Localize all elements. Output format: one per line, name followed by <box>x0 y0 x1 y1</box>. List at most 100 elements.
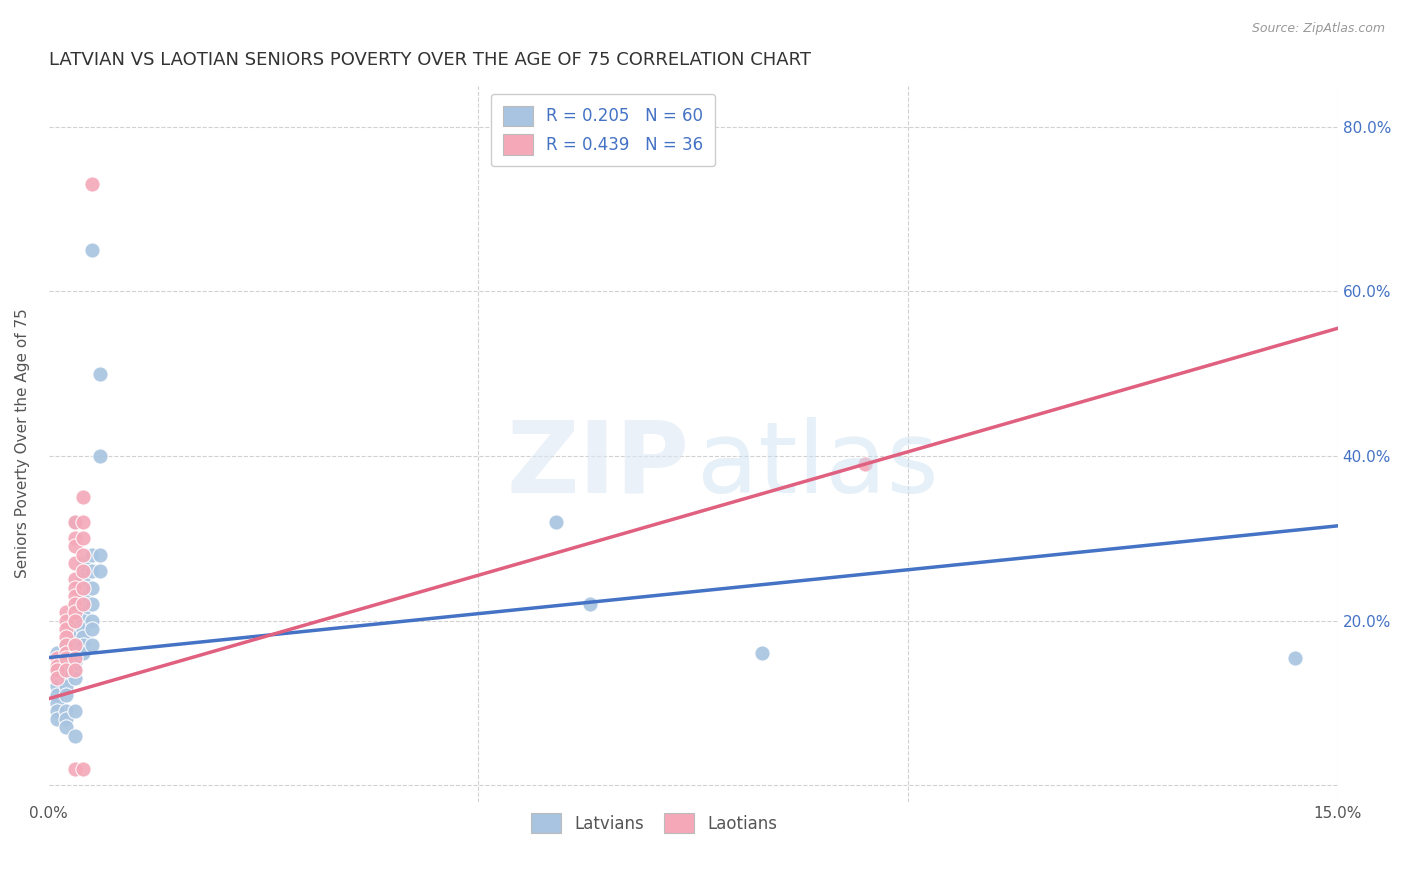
Point <box>63 762 86 776</box>
Point <box>72 630 94 644</box>
Point <box>46 658 69 673</box>
Point <box>46 704 69 718</box>
Text: LATVIAN VS LAOTIAN SENIORS POVERTY OVER THE AGE OF 75 CORRELATION CHART: LATVIAN VS LAOTIAN SENIORS POVERTY OVER … <box>49 51 811 69</box>
Point <box>72 647 94 661</box>
Point <box>72 556 94 570</box>
Point <box>63 581 86 595</box>
Point <box>80 597 103 611</box>
Point <box>579 597 602 611</box>
Point <box>55 638 77 652</box>
Point <box>72 605 94 619</box>
Point <box>55 721 77 735</box>
Point <box>55 671 77 685</box>
Point <box>55 663 77 677</box>
Point <box>46 647 69 661</box>
Point <box>72 531 94 545</box>
Point <box>72 589 94 603</box>
Point <box>72 572 94 586</box>
Point <box>55 614 77 628</box>
Point <box>63 663 86 677</box>
Point <box>72 564 94 578</box>
Point <box>80 548 103 562</box>
Point <box>80 564 103 578</box>
Point <box>63 531 86 545</box>
Point <box>55 638 77 652</box>
Point <box>55 647 77 661</box>
Point <box>55 663 77 677</box>
Legend: Latvians, Laotians: Latvians, Laotians <box>522 803 787 843</box>
Point <box>46 663 69 677</box>
Point <box>89 367 111 381</box>
Point <box>55 605 77 619</box>
Point <box>63 655 86 669</box>
Point <box>63 614 86 628</box>
Point <box>55 655 77 669</box>
Point <box>63 622 86 636</box>
Point <box>46 663 69 677</box>
Point <box>46 688 69 702</box>
Point <box>55 679 77 693</box>
Point <box>72 515 94 529</box>
Y-axis label: Seniors Poverty Over the Age of 75: Seniors Poverty Over the Age of 75 <box>15 309 30 578</box>
Point <box>80 614 103 628</box>
Point <box>80 638 103 652</box>
Point <box>80 178 103 192</box>
Point <box>80 243 103 257</box>
Point <box>1284 650 1306 665</box>
Point <box>63 663 86 677</box>
Point <box>55 650 77 665</box>
Point <box>46 671 69 685</box>
Point <box>63 671 86 685</box>
Point <box>72 581 94 595</box>
Point <box>46 712 69 726</box>
Point <box>55 712 77 726</box>
Point <box>63 614 86 628</box>
Point <box>55 622 77 636</box>
Point <box>63 605 86 619</box>
Point <box>63 597 86 611</box>
Point <box>63 729 86 743</box>
Point <box>63 650 86 665</box>
Point <box>80 622 103 636</box>
Point <box>46 696 69 710</box>
Point <box>55 704 77 718</box>
Point <box>72 638 94 652</box>
Point <box>63 704 86 718</box>
Point <box>89 548 111 562</box>
Point <box>63 540 86 554</box>
Point <box>63 650 86 665</box>
Point <box>63 515 86 529</box>
Point <box>72 614 94 628</box>
Point <box>751 647 773 661</box>
Point <box>46 679 69 693</box>
Point <box>72 581 94 595</box>
Point <box>89 449 111 463</box>
Point <box>72 548 94 562</box>
Point <box>63 572 86 586</box>
Point <box>55 630 77 644</box>
Point <box>89 564 111 578</box>
Point <box>63 515 86 529</box>
Text: Source: ZipAtlas.com: Source: ZipAtlas.com <box>1251 22 1385 36</box>
Point <box>46 671 69 685</box>
Point <box>80 581 103 595</box>
Point <box>63 638 86 652</box>
Point <box>55 688 77 702</box>
Point <box>72 622 94 636</box>
Point <box>46 650 69 665</box>
Point <box>63 638 86 652</box>
Point <box>55 647 77 661</box>
Text: atlas: atlas <box>697 417 939 514</box>
Point <box>544 515 567 529</box>
Point <box>63 556 86 570</box>
Point <box>72 490 94 504</box>
Point <box>72 762 94 776</box>
Point <box>853 457 876 471</box>
Point <box>63 597 86 611</box>
Point <box>72 564 94 578</box>
Point <box>72 597 94 611</box>
Point <box>63 589 86 603</box>
Text: ZIP: ZIP <box>506 417 689 514</box>
Point <box>55 650 77 665</box>
Point <box>55 658 77 673</box>
